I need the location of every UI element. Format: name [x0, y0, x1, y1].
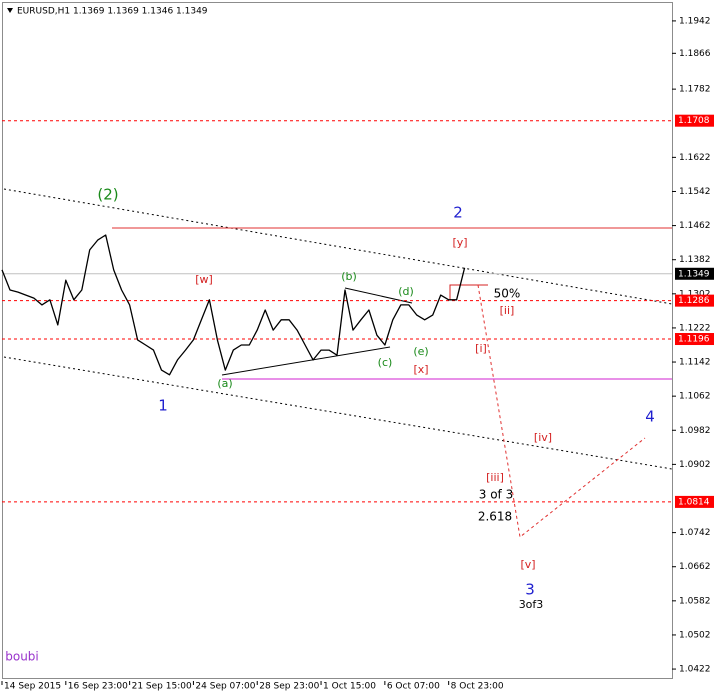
y-tick-label: 1.1382: [679, 255, 711, 265]
x-tick-label: 16 Sep 23:00: [68, 682, 128, 692]
wave-label: (a): [217, 377, 232, 390]
y-tick-label: 1.0902: [679, 460, 711, 470]
y-tick-label: 1.0742: [679, 528, 711, 538]
y-tick-label: 1.1222: [679, 323, 711, 333]
x-tick-label: 28 Sep 23:00: [259, 682, 319, 692]
price-line: [1, 234, 466, 376]
wave-label: [ii]: [500, 304, 515, 317]
y-tick-label: 1.0662: [679, 562, 711, 572]
chart-title: EURUSD,H1 1.1369 1.1369 1.1346 1.1349: [17, 7, 208, 17]
wave-label: boubi: [5, 650, 39, 664]
y-tick-label: 1.1062: [679, 392, 711, 402]
y-tick-label: 1.1142: [679, 358, 711, 368]
level-label: 1.1286: [678, 296, 710, 306]
triangle-lower: [221, 346, 391, 376]
wave-label: [x]: [413, 363, 428, 376]
level-box: [675, 333, 714, 346]
projection-path: [477, 284, 646, 538]
wave-label: [iii]: [486, 471, 504, 484]
y-tick-label: 1.1866: [679, 49, 711, 59]
x-tick-label: 1 Oct 15:00: [323, 682, 376, 692]
wave-label: 1: [158, 397, 168, 415]
wave-label: 2: [453, 204, 463, 222]
wave-label: (b): [341, 270, 357, 283]
x-tick-label: 21 Sep 15:00: [132, 682, 192, 692]
level-label: 1.0814: [678, 497, 710, 507]
wave-label: [v]: [520, 558, 535, 571]
wave-label: [w]: [195, 273, 213, 286]
level-box: [675, 294, 714, 307]
wave-label: (e): [413, 345, 428, 358]
y-tick-label: 1.0982: [679, 426, 711, 436]
wave-label: 3 of 3: [479, 488, 513, 502]
wave-label: 50%: [494, 287, 521, 301]
y-tick-label: 1.0582: [679, 596, 711, 606]
y-tick-label: 1.1302: [679, 289, 711, 299]
y-tick-label: 1.0422: [679, 665, 711, 675]
symbol-arrow: [7, 8, 13, 13]
level-box: [675, 114, 714, 127]
wave-label: (d): [398, 285, 414, 298]
wave-label: (c): [378, 356, 393, 369]
current-price-label: 1.1349: [678, 269, 710, 279]
level-box: [675, 495, 714, 508]
y-tick-label: 1.0502: [679, 630, 711, 640]
y-tick-label: 1.1542: [679, 187, 711, 197]
wave-label: 3of3: [519, 598, 544, 611]
level-label: 1.1708: [678, 116, 710, 126]
wave-label: (2): [97, 186, 118, 204]
wave-label: [y]: [452, 236, 467, 249]
plot-frame: [2, 2, 673, 679]
y-tick-label: 1.1622: [679, 153, 711, 163]
retrace-box: [449, 284, 488, 300]
wave-label: 2.618: [478, 510, 512, 524]
current-price-box: [675, 267, 714, 280]
wave-label: [i]: [475, 342, 487, 355]
wave-label: 4: [645, 408, 655, 426]
wave-label: [iv]: [534, 431, 552, 444]
wave-label: 3: [525, 581, 535, 599]
y-tick-label: 1.1942: [679, 16, 711, 26]
y-tick-label: 1.1782: [679, 85, 711, 95]
y-tick-label: 1.1462: [679, 221, 711, 231]
x-tick-label: 14 Sep 2015: [4, 682, 61, 692]
x-tick-label: 24 Sep 07:00: [195, 682, 255, 692]
x-tick-label: 6 Oct 07:00: [387, 682, 440, 692]
x-tick-label: 8 Oct 23:00: [451, 682, 504, 692]
level-label: 1.1196: [678, 335, 710, 345]
